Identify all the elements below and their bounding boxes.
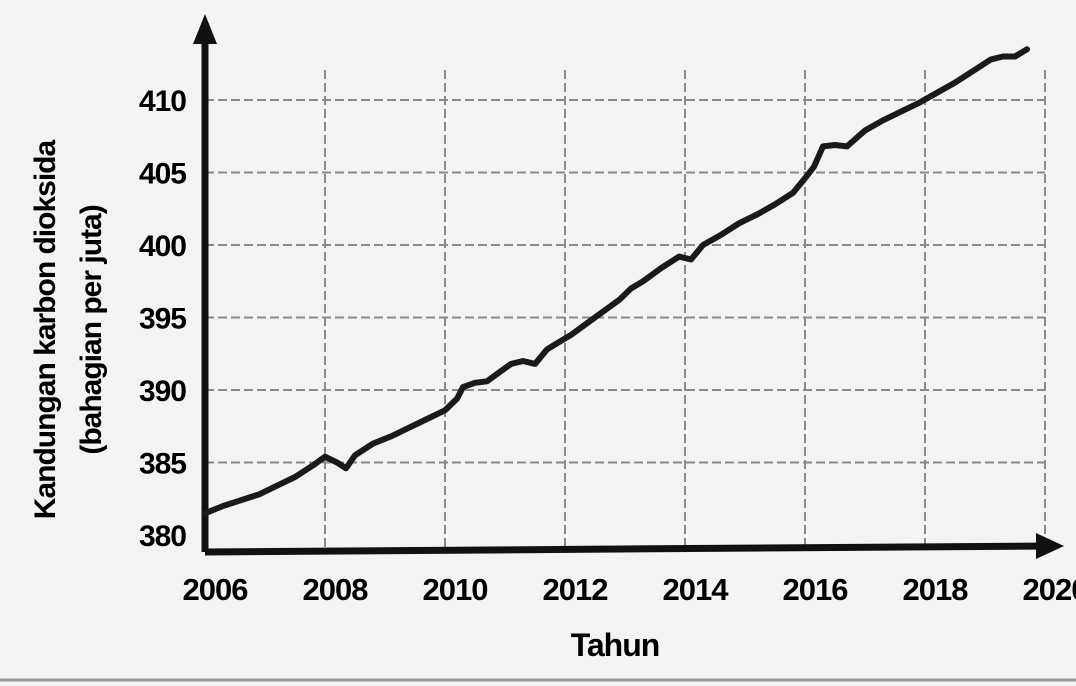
y-tick-label-3: 395 bbox=[139, 303, 186, 336]
y-axis-title-line-2: (bahagian per juta) bbox=[75, 205, 108, 454]
y-axis-title: Kandungan karbon dioksida (bahagian per … bbox=[29, 139, 108, 519]
y-tick-label-0: 380 bbox=[139, 520, 186, 553]
y-axis-title-line-1: Kandungan karbon dioksida bbox=[29, 139, 62, 519]
x-axis-line bbox=[204, 542, 1046, 556]
x-axis-arrow bbox=[1036, 533, 1064, 559]
x-tick-label-2: 2010 bbox=[423, 572, 488, 607]
x-tick-label-3: 2012 bbox=[543, 572, 608, 607]
y-tick-label-1: 385 bbox=[139, 448, 186, 481]
y-tick-labels: 380 385 390 395 400 405 410 bbox=[139, 85, 187, 553]
y-tick-label-4: 400 bbox=[139, 230, 186, 263]
y-tick-label-5: 405 bbox=[139, 158, 186, 191]
x-tick-label-7: 2020 bbox=[1023, 572, 1076, 607]
x-tick-label-0: 2006 bbox=[183, 572, 249, 607]
y-axis-arrow bbox=[193, 14, 217, 44]
x-tick-label-1: 2008 bbox=[303, 572, 369, 607]
grid bbox=[205, 70, 1046, 548]
y-tick-label-2: 390 bbox=[139, 375, 186, 408]
y-tick-label-6: 410 bbox=[139, 85, 186, 118]
series bbox=[202, 46, 1030, 517]
x-tick-label-5: 2016 bbox=[783, 572, 849, 607]
x-tick-label-6: 2018 bbox=[903, 572, 969, 607]
axes bbox=[193, 14, 1064, 559]
x-tick-labels: 2006 2008 2010 2012 2014 2016 2018 2020 bbox=[183, 572, 1076, 607]
x-axis-title: Tahun bbox=[571, 627, 660, 663]
x-tick-label-4: 2014 bbox=[663, 572, 730, 607]
series-line-0 bbox=[202, 46, 1030, 517]
